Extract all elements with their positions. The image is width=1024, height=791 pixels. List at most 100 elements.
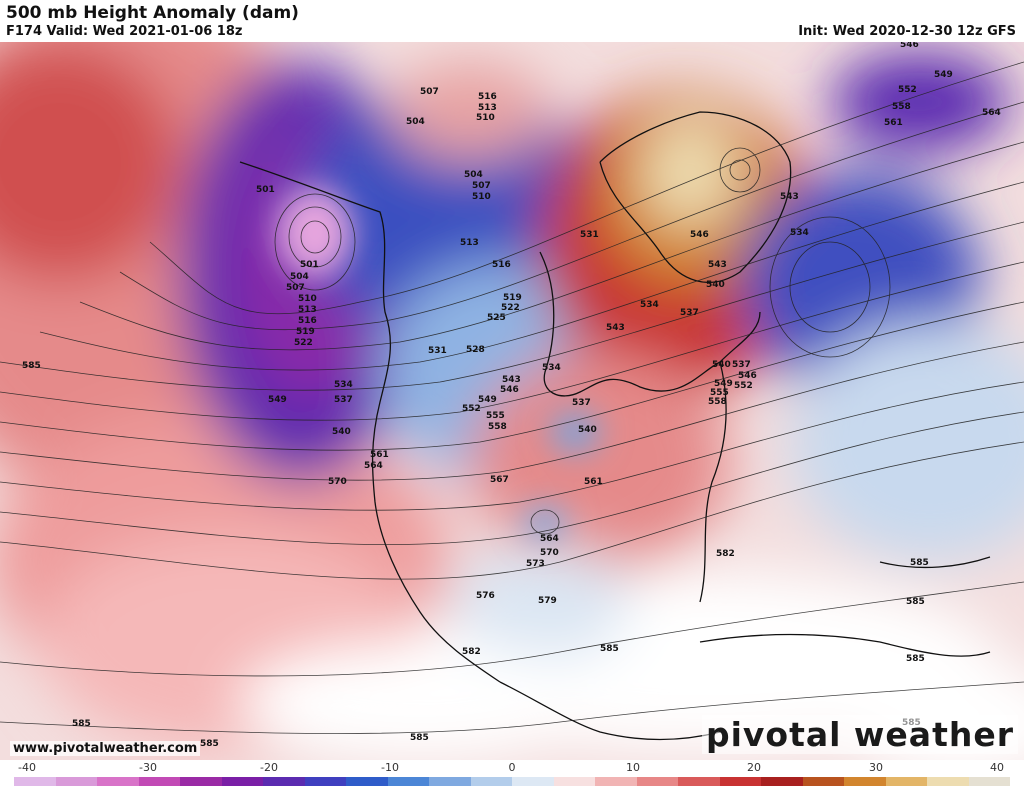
contour-label: 552 xyxy=(734,381,753,391)
contour-label: 537 xyxy=(732,360,751,370)
contour-label: 576 xyxy=(476,591,495,601)
contour-label: 549 xyxy=(268,395,287,405)
colorbar-tick: -10 xyxy=(381,761,399,774)
colorbar-tick: 10 xyxy=(626,761,640,774)
contour-label: 558 xyxy=(488,422,507,432)
colorbar-swatch xyxy=(595,777,637,786)
contour-label: 540 xyxy=(712,360,731,370)
colorbar-swatch xyxy=(304,777,346,786)
contour-label: 543 xyxy=(708,260,727,270)
contour-label: 522 xyxy=(294,338,313,348)
colorbar-swatch xyxy=(97,777,139,786)
contour-label: 540 xyxy=(578,425,597,435)
contour-label: 507 xyxy=(420,87,439,97)
contour-label: 585 xyxy=(906,654,925,664)
contour-label: 561 xyxy=(884,118,903,128)
contour-label: 537 xyxy=(572,398,591,408)
contour-label: 522 xyxy=(501,303,520,313)
contour-label: 504 xyxy=(290,272,309,282)
contour-label: 561 xyxy=(370,450,389,460)
colorbar-swatch xyxy=(678,777,720,786)
contour-label: 534 xyxy=(542,363,561,373)
contour-label: 510 xyxy=(476,113,495,123)
contour-label: 519 xyxy=(296,327,315,337)
colorbar-swatch xyxy=(968,777,1010,786)
contour-label: 543 xyxy=(780,192,799,202)
contour-label: 501 xyxy=(256,185,275,195)
contour-label: 531 xyxy=(580,230,599,240)
contour-label: 510 xyxy=(298,294,317,304)
contour-label: 507 xyxy=(286,283,305,293)
colorbar-swatch xyxy=(470,777,512,786)
contour-label: 516 xyxy=(478,92,497,102)
colorbar-swatch xyxy=(55,777,97,786)
contour-label: 525 xyxy=(487,313,506,323)
contour-label: 552 xyxy=(462,404,481,414)
colorbar-tick: 0 xyxy=(508,761,516,774)
contour-label: 510 xyxy=(472,192,491,202)
contour-label: 546 xyxy=(690,230,709,240)
contour-label: 549 xyxy=(478,395,497,405)
colorbar-swatch xyxy=(180,777,222,786)
colorbar-swatch xyxy=(138,777,180,786)
colorbar-tick: -40 xyxy=(18,761,36,774)
colorbar-swatch xyxy=(553,777,595,786)
contour-label: 564 xyxy=(982,108,1001,118)
contour-label: 585 xyxy=(72,719,91,729)
contour-label: 585 xyxy=(22,361,41,371)
anomaly-map[interactable]: 501 504 507 510 513 516 519 522 534 537 … xyxy=(0,42,1024,760)
site-url[interactable]: www.pivotalweather.com xyxy=(10,741,201,756)
colorbar xyxy=(14,777,1010,786)
contour-label: 534 xyxy=(334,380,353,390)
contour-label: 546 xyxy=(738,371,757,381)
valid-time: F174 Valid: Wed 2021-01-06 18z xyxy=(6,24,243,39)
contour-label: 555 xyxy=(710,388,729,398)
contour-label: 585 xyxy=(600,644,619,654)
contour-label: 585 xyxy=(906,597,925,607)
contour-label: 501 xyxy=(300,260,319,270)
map-canvas: 501 504 507 510 513 516 519 522 534 537 … xyxy=(0,42,1024,760)
contour-label: 534 xyxy=(640,300,659,310)
contour-label: 513 xyxy=(478,103,497,113)
map-title: 500 mb Height Anomaly (dam) xyxy=(6,3,299,23)
contour-label: 579 xyxy=(538,596,557,606)
contour-label: 537 xyxy=(680,308,699,318)
colorbar-swatch xyxy=(263,777,305,786)
contour-label: 546 xyxy=(500,385,519,395)
contour-label: 534 xyxy=(790,228,809,238)
contour-label: 564 xyxy=(540,534,559,544)
colorbar-swatch xyxy=(885,777,927,786)
contour-label: 513 xyxy=(460,238,479,248)
contour-label: 513 xyxy=(298,305,317,315)
colorbar-swatch xyxy=(346,777,388,786)
coastline-sketch xyxy=(239,111,991,741)
colorbar-swatch xyxy=(221,777,263,786)
contour-label: 558 xyxy=(892,102,911,112)
contour-label: 585 xyxy=(200,739,219,749)
contour-label: 543 xyxy=(502,375,521,385)
init-time: Init: Wed 2020-12-30 12z GFS xyxy=(798,24,1016,39)
colorbar-ticks: -40 -30 -20 -10 0 10 20 30 40 xyxy=(0,761,1024,775)
contour-label: 570 xyxy=(540,548,559,558)
colorbar-swatch xyxy=(512,777,554,786)
contour-label: 528 xyxy=(466,345,485,355)
contour-label: 570 xyxy=(328,477,347,487)
contour-label: 549 xyxy=(934,70,953,80)
contour-label: 516 xyxy=(492,260,511,270)
height-contours xyxy=(0,61,1024,734)
contour-label: 567 xyxy=(490,475,509,485)
colorbar-swatch xyxy=(927,777,969,786)
colorbar-swatch xyxy=(636,777,678,786)
colorbar-tick: 30 xyxy=(869,761,883,774)
colorbar-swatch xyxy=(429,777,471,786)
colorbar-tick: -20 xyxy=(260,761,278,774)
contour-label: 564 xyxy=(364,461,383,471)
contour-label: 555 xyxy=(486,411,505,421)
colorbar-swatch xyxy=(14,777,56,786)
header: 500 mb Height Anomaly (dam) F174 Valid: … xyxy=(0,0,1024,42)
contour-label: 519 xyxy=(503,293,522,303)
contour-label: 582 xyxy=(462,647,481,657)
contour-label: 543 xyxy=(606,323,625,333)
contour-label: 582 xyxy=(716,549,735,559)
anomaly-shading xyxy=(0,42,1024,760)
